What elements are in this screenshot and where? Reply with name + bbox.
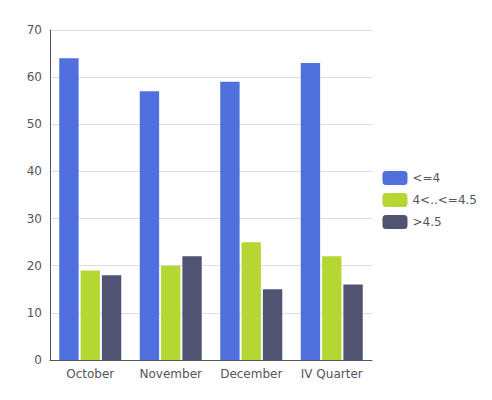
svg-text:60: 60 [27, 70, 42, 84]
svg-text:70: 70 [27, 23, 42, 37]
svg-text:IV Quarter: IV Quarter [301, 367, 363, 381]
svg-text:>4.5: >4.5 [412, 215, 441, 229]
svg-text:December: December [220, 367, 282, 381]
svg-text:0: 0 [34, 353, 42, 367]
svg-text:10: 10 [27, 306, 42, 320]
svg-text:November: November [140, 367, 202, 381]
svg-text:4<..<=4.5: 4<..<=4.5 [412, 193, 477, 207]
svg-text:20: 20 [27, 259, 42, 273]
svg-text:40: 40 [27, 164, 42, 178]
svg-text:30: 30 [27, 212, 42, 226]
svg-text:50: 50 [27, 117, 42, 131]
svg-text:October: October [66, 367, 114, 381]
svg-text:<=4: <=4 [412, 171, 440, 185]
